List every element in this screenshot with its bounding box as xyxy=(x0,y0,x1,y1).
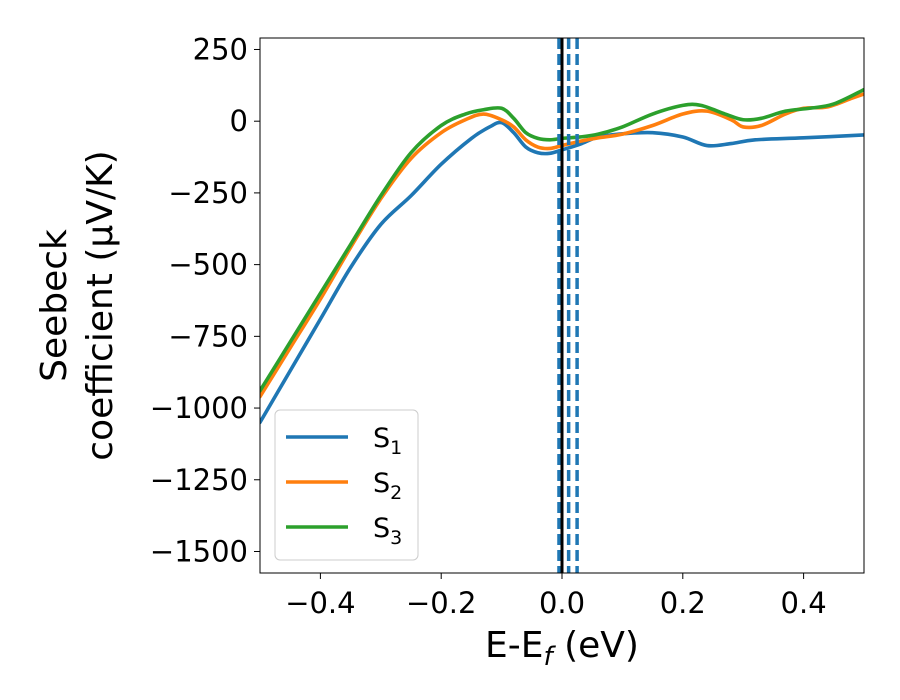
y-axis-title-line2: coefficient (μV/K) xyxy=(80,150,121,460)
series-line-s3 xyxy=(260,87,864,393)
x-axis-title-main: E-E xyxy=(485,625,543,666)
y-tick-label: −500 xyxy=(168,248,248,282)
x-tick-label: 0.4 xyxy=(781,586,827,620)
legend-label-s1: S1 xyxy=(373,423,402,459)
y-axis-title-line1: Seebeck xyxy=(34,229,75,382)
x-tick-label: 0.0 xyxy=(539,586,585,620)
y-tick-label: 250 xyxy=(193,32,248,66)
y-tick-label: −1500 xyxy=(150,534,248,568)
series-line-s1 xyxy=(260,120,864,425)
y-tick-label: −1250 xyxy=(150,463,248,497)
x-tick-label: 0.2 xyxy=(660,586,706,620)
x-tick-label: −0.4 xyxy=(285,586,355,620)
legend-label-s2: S2 xyxy=(373,468,402,504)
x-tick-label: −0.2 xyxy=(406,586,476,620)
legend: S1 S2 S3 xyxy=(274,409,419,561)
y-tick-label: −250 xyxy=(168,176,248,210)
legend-label-s3: S3 xyxy=(373,513,402,549)
reference-lines-layer xyxy=(557,38,579,573)
x-axis-title-unit: (eV) xyxy=(553,625,639,666)
y-tick-label: −750 xyxy=(168,319,248,353)
y-tick-label: −1000 xyxy=(150,391,248,425)
y-tick-label: 0 xyxy=(230,104,248,138)
ticks-layer: −0.4 −0.2 0.0 0.2 0.4 250 0 −250 −500 −750 −1000 −1… xyxy=(150,32,827,620)
legend-box xyxy=(274,409,419,561)
x-axis-title: E-Ef (eV) xyxy=(485,625,639,672)
